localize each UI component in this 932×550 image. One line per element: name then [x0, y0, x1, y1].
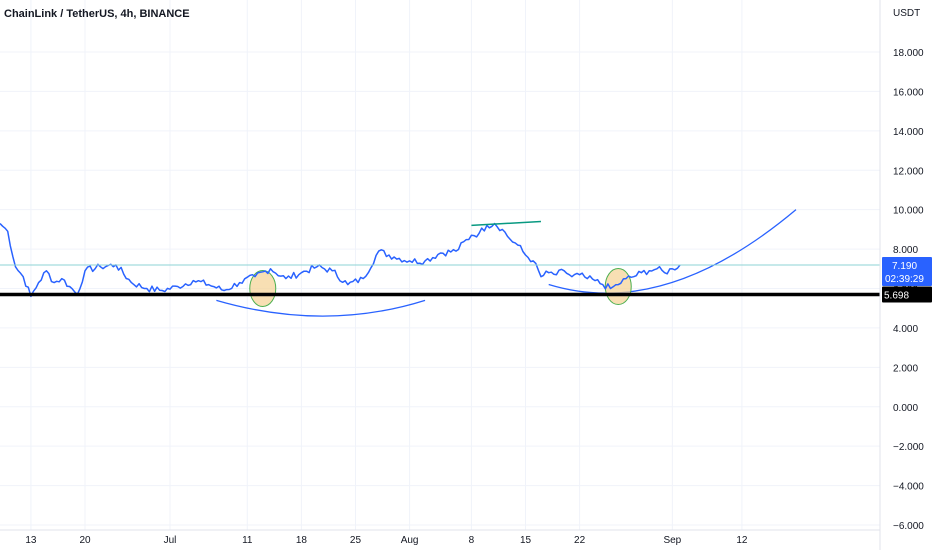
y-tick-label: 0.000: [893, 403, 918, 414]
x-tick-label: 13: [25, 535, 37, 546]
x-tick-label: Aug: [401, 535, 419, 546]
y-tick-label: −4.000: [893, 482, 924, 493]
y-tick-label: 12.000: [893, 166, 924, 177]
x-tick-label: Jul: [164, 535, 177, 546]
x-tick-label: 25: [350, 535, 362, 546]
y-tick-label: −6.000: [893, 521, 924, 532]
y-tick-label: 2.000: [893, 363, 918, 374]
y-tick-label: 14.000: [893, 127, 924, 138]
x-tick-label: 8: [469, 535, 475, 546]
y-tick-label: −2.000: [893, 442, 924, 453]
x-tick-label: 11: [242, 535, 253, 546]
support-label: 5.698: [884, 290, 909, 301]
x-tick-label: 15: [520, 535, 532, 546]
last-price-label-bg: [882, 257, 932, 287]
x-tick-label: 20: [79, 535, 91, 546]
trend-line: [471, 220, 542, 227]
support-label-bg: [882, 286, 932, 303]
x-tick-label: 18: [296, 535, 308, 546]
chart-title: ChainLink / TetherUS, 4h, BINANCE: [4, 8, 190, 20]
currency-label: USDT: [893, 8, 920, 19]
y-tick-label: 18.000: [893, 48, 924, 59]
overlay-layer: [0, 220, 880, 297]
arc-annotation: [216, 299, 426, 317]
highlight-circle: [249, 270, 277, 307]
x-tick-label: Sep: [663, 535, 681, 546]
countdown-label: 02:39:29: [885, 274, 924, 285]
arc-annotation: [548, 209, 797, 294]
x-tick-label: 22: [574, 535, 586, 546]
arc-layer: [216, 209, 797, 317]
y-tick-label: 16.000: [893, 87, 924, 98]
price-series-line: [0, 222, 681, 298]
y-tick-label: 8.000: [893, 245, 918, 256]
x-tick-label: 12: [736, 535, 748, 546]
y-tick-label: 10.000: [893, 206, 924, 217]
y-tick-label: 4.000: [893, 324, 918, 335]
series-layer: [0, 222, 681, 298]
last-price-label: 7.190: [892, 261, 917, 272]
